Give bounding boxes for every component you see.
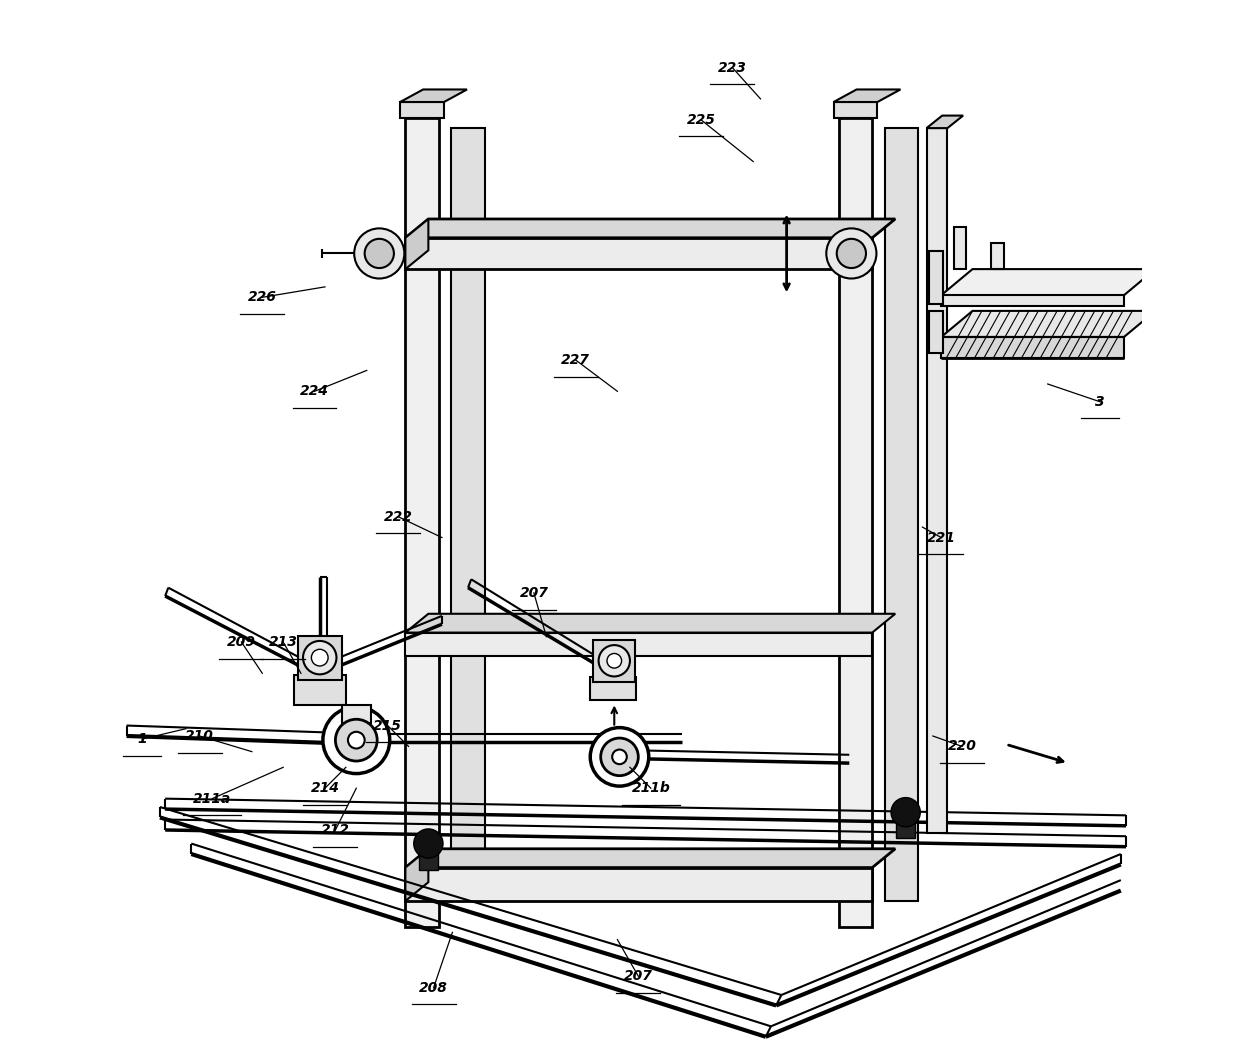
Circle shape [414,828,444,858]
Bar [342,705,370,723]
Text: 227: 227 [561,353,590,367]
Bar [991,243,1004,269]
Circle shape [891,798,921,826]
Polygon shape [451,128,484,901]
Text: 207: 207 [519,586,549,600]
Bar [419,843,437,869]
Circle shape [364,238,394,268]
Text: 225: 225 [686,112,715,127]
Text: 211b: 211b [632,781,670,795]
Polygon shape [834,89,901,102]
Bar [405,632,872,655]
Text: 226: 226 [248,290,276,304]
Text: 211a: 211a [193,792,232,805]
Circle shape [348,732,364,749]
Bar [942,295,1124,306]
Bar [929,311,943,353]
Circle shape [612,750,627,764]
Text: 3: 3 [1095,395,1105,408]
Text: 208: 208 [419,981,449,994]
Circle shape [598,645,629,676]
Text: 1: 1 [138,732,147,747]
Text: 222: 222 [384,509,413,524]
Bar [954,228,966,269]
Polygon shape [839,118,872,927]
Text: 209: 209 [227,635,255,649]
Circle shape [336,719,377,761]
Bar [405,867,872,901]
Circle shape [354,229,404,278]
Text: 214: 214 [311,781,339,795]
Circle shape [601,738,638,776]
Text: 213: 213 [269,635,297,649]
Text: 224: 224 [300,384,330,398]
Polygon shape [405,848,429,901]
Bar [294,675,346,705]
Polygon shape [405,614,896,632]
Bar [297,635,342,679]
Bar [590,677,636,700]
Bar [896,813,916,838]
Circle shape [304,640,337,674]
Text: 221: 221 [927,530,955,545]
Text: 207: 207 [624,969,653,983]
Bar [593,639,636,681]
Bar [834,102,877,118]
Circle shape [323,707,390,774]
Bar [927,128,948,833]
Polygon shape [400,89,467,102]
Text: 223: 223 [717,61,747,75]
Bar [405,237,872,269]
Circle shape [590,728,649,786]
Bar [942,337,1124,358]
Polygon shape [885,128,918,901]
Text: 215: 215 [373,718,403,733]
Bar [929,251,943,303]
Circle shape [311,649,328,666]
Bar [400,102,444,118]
Polygon shape [942,269,1155,295]
Polygon shape [942,311,1155,337]
Circle shape [836,238,866,268]
Polygon shape [405,118,439,927]
Polygon shape [405,219,429,269]
Circle shape [607,653,622,668]
Text: 212: 212 [321,823,349,837]
Text: 210: 210 [185,729,214,743]
Circle shape [826,229,876,278]
Text: 220: 220 [948,739,976,754]
Polygon shape [927,116,963,128]
Polygon shape [405,219,896,237]
Polygon shape [405,848,896,867]
